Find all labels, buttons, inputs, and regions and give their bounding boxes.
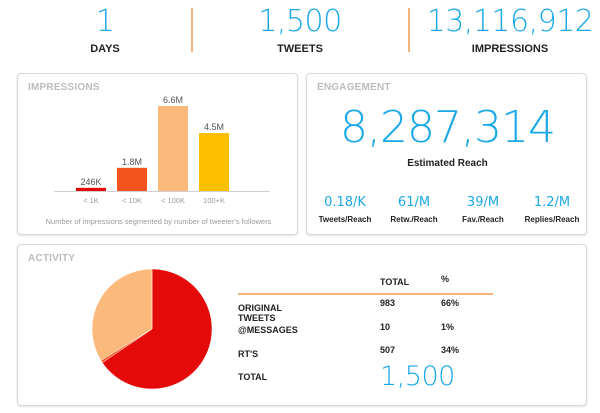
x-tick-label: < 100K [161,196,185,205]
activity-total-value: 1,500 [380,361,455,392]
kpi-divider [408,8,410,52]
metric-value: 39/M [466,195,500,210]
cell-percent: 66% [441,298,460,308]
metric-value: 1.2/M [533,195,571,210]
cell-total: 983 [380,298,396,308]
bar-data-label: 6.6M [163,95,183,105]
column-header-percent: % [441,274,450,284]
cell-total: 10 [380,322,391,332]
kpi-impressions-label: IMPRESSIONS [471,43,549,55]
bar [199,133,229,191]
impressions-caption: Number of impressions segmented by numbe… [45,217,272,226]
row-label-original-tweets: ORIGINAL TWEETS [238,303,282,323]
x-tick-label: < 1K [83,196,99,205]
x-tick-label: 100+K [203,196,225,205]
metric-label: Fav./Reach [462,215,504,224]
kpi-tweets-value: 1,500 [258,4,342,39]
pie-slice [101,268,213,390]
estimated-reach-value: 8,287,314 [340,102,556,153]
metric-tweets-reach: 0.18/K Tweets/Reach [312,194,378,224]
metric-label: Tweets/Reach [318,215,372,224]
cell-percent: 34% [441,345,460,355]
cell-percent: 1% [441,322,455,332]
estimated-reach-label: Estimated Reach [407,158,488,169]
metric-label: Replies/Reach [524,215,580,224]
metric-value: 0.18/K [324,195,366,210]
kpi-tweets-label: TWEETS [277,43,323,55]
kpi-impressions: 13,116,912 IMPRESSIONS [420,4,600,56]
kpi-days-value: 1 [95,4,115,39]
metric-replies-reach: 1.2/M Replies/Reach [519,194,585,224]
cell-total: 507 [380,345,396,355]
metric-label: Retw./Reach [390,215,438,224]
row-label-rts: RT'S [238,349,259,359]
row-label-total: TOTAL [238,372,268,382]
kpi-days: 1 DAYS [55,4,155,56]
kpi-days-label: DAYS [90,43,120,55]
bar [117,167,147,191]
metric-retweets-reach: 61/M Retw./Reach [381,194,447,224]
impressions-bar-chart: 246K < 1K 1.8M < 10K 6.6M < 100K 4.5M 100+K [54,95,270,205]
x-tick-label: < 10K [122,196,142,205]
impressions-panel: IMPRESSIONS 246K < 1K 1.8M < 10K 6.6M < 100K 4… [17,73,298,235]
bar-data-label: 1.8M [122,157,142,167]
column-header-total: TOTAL [380,277,410,287]
engagement-panel: ENGAGEMENT 8,287,314 Estimated Reach 0.1… [306,73,587,235]
impressions-title: IMPRESSIONS [28,82,100,93]
metric-favorites-reach: 39/M Fav./Reach [450,194,516,224]
kpi-row: 1 DAYS 1,500 TWEETS 13,116,912 IMPRESSIO… [0,0,600,66]
header-divider [238,293,493,295]
engagement-title: ENGAGEMENT [317,82,391,93]
kpi-impressions-value: 13,116,912 [426,4,594,39]
activity-pie-chart [91,268,213,390]
pie-slice [91,268,153,361]
bar [158,106,188,191]
bar [76,187,106,191]
activity-title: ACTIVITY [28,253,76,264]
kpi-tweets: 1,500 TWEETS [240,4,360,56]
kpi-divider [191,8,193,52]
bar-data-label: 4.5M [204,122,224,132]
bar-data-label: 246K [80,177,101,187]
activity-panel: ACTIVITY TOTAL % ORIGINAL TWEETS 983 66%… [17,244,587,406]
row-label-messages: @MESSAGES [238,325,298,335]
metric-value: 61/M [397,195,431,210]
